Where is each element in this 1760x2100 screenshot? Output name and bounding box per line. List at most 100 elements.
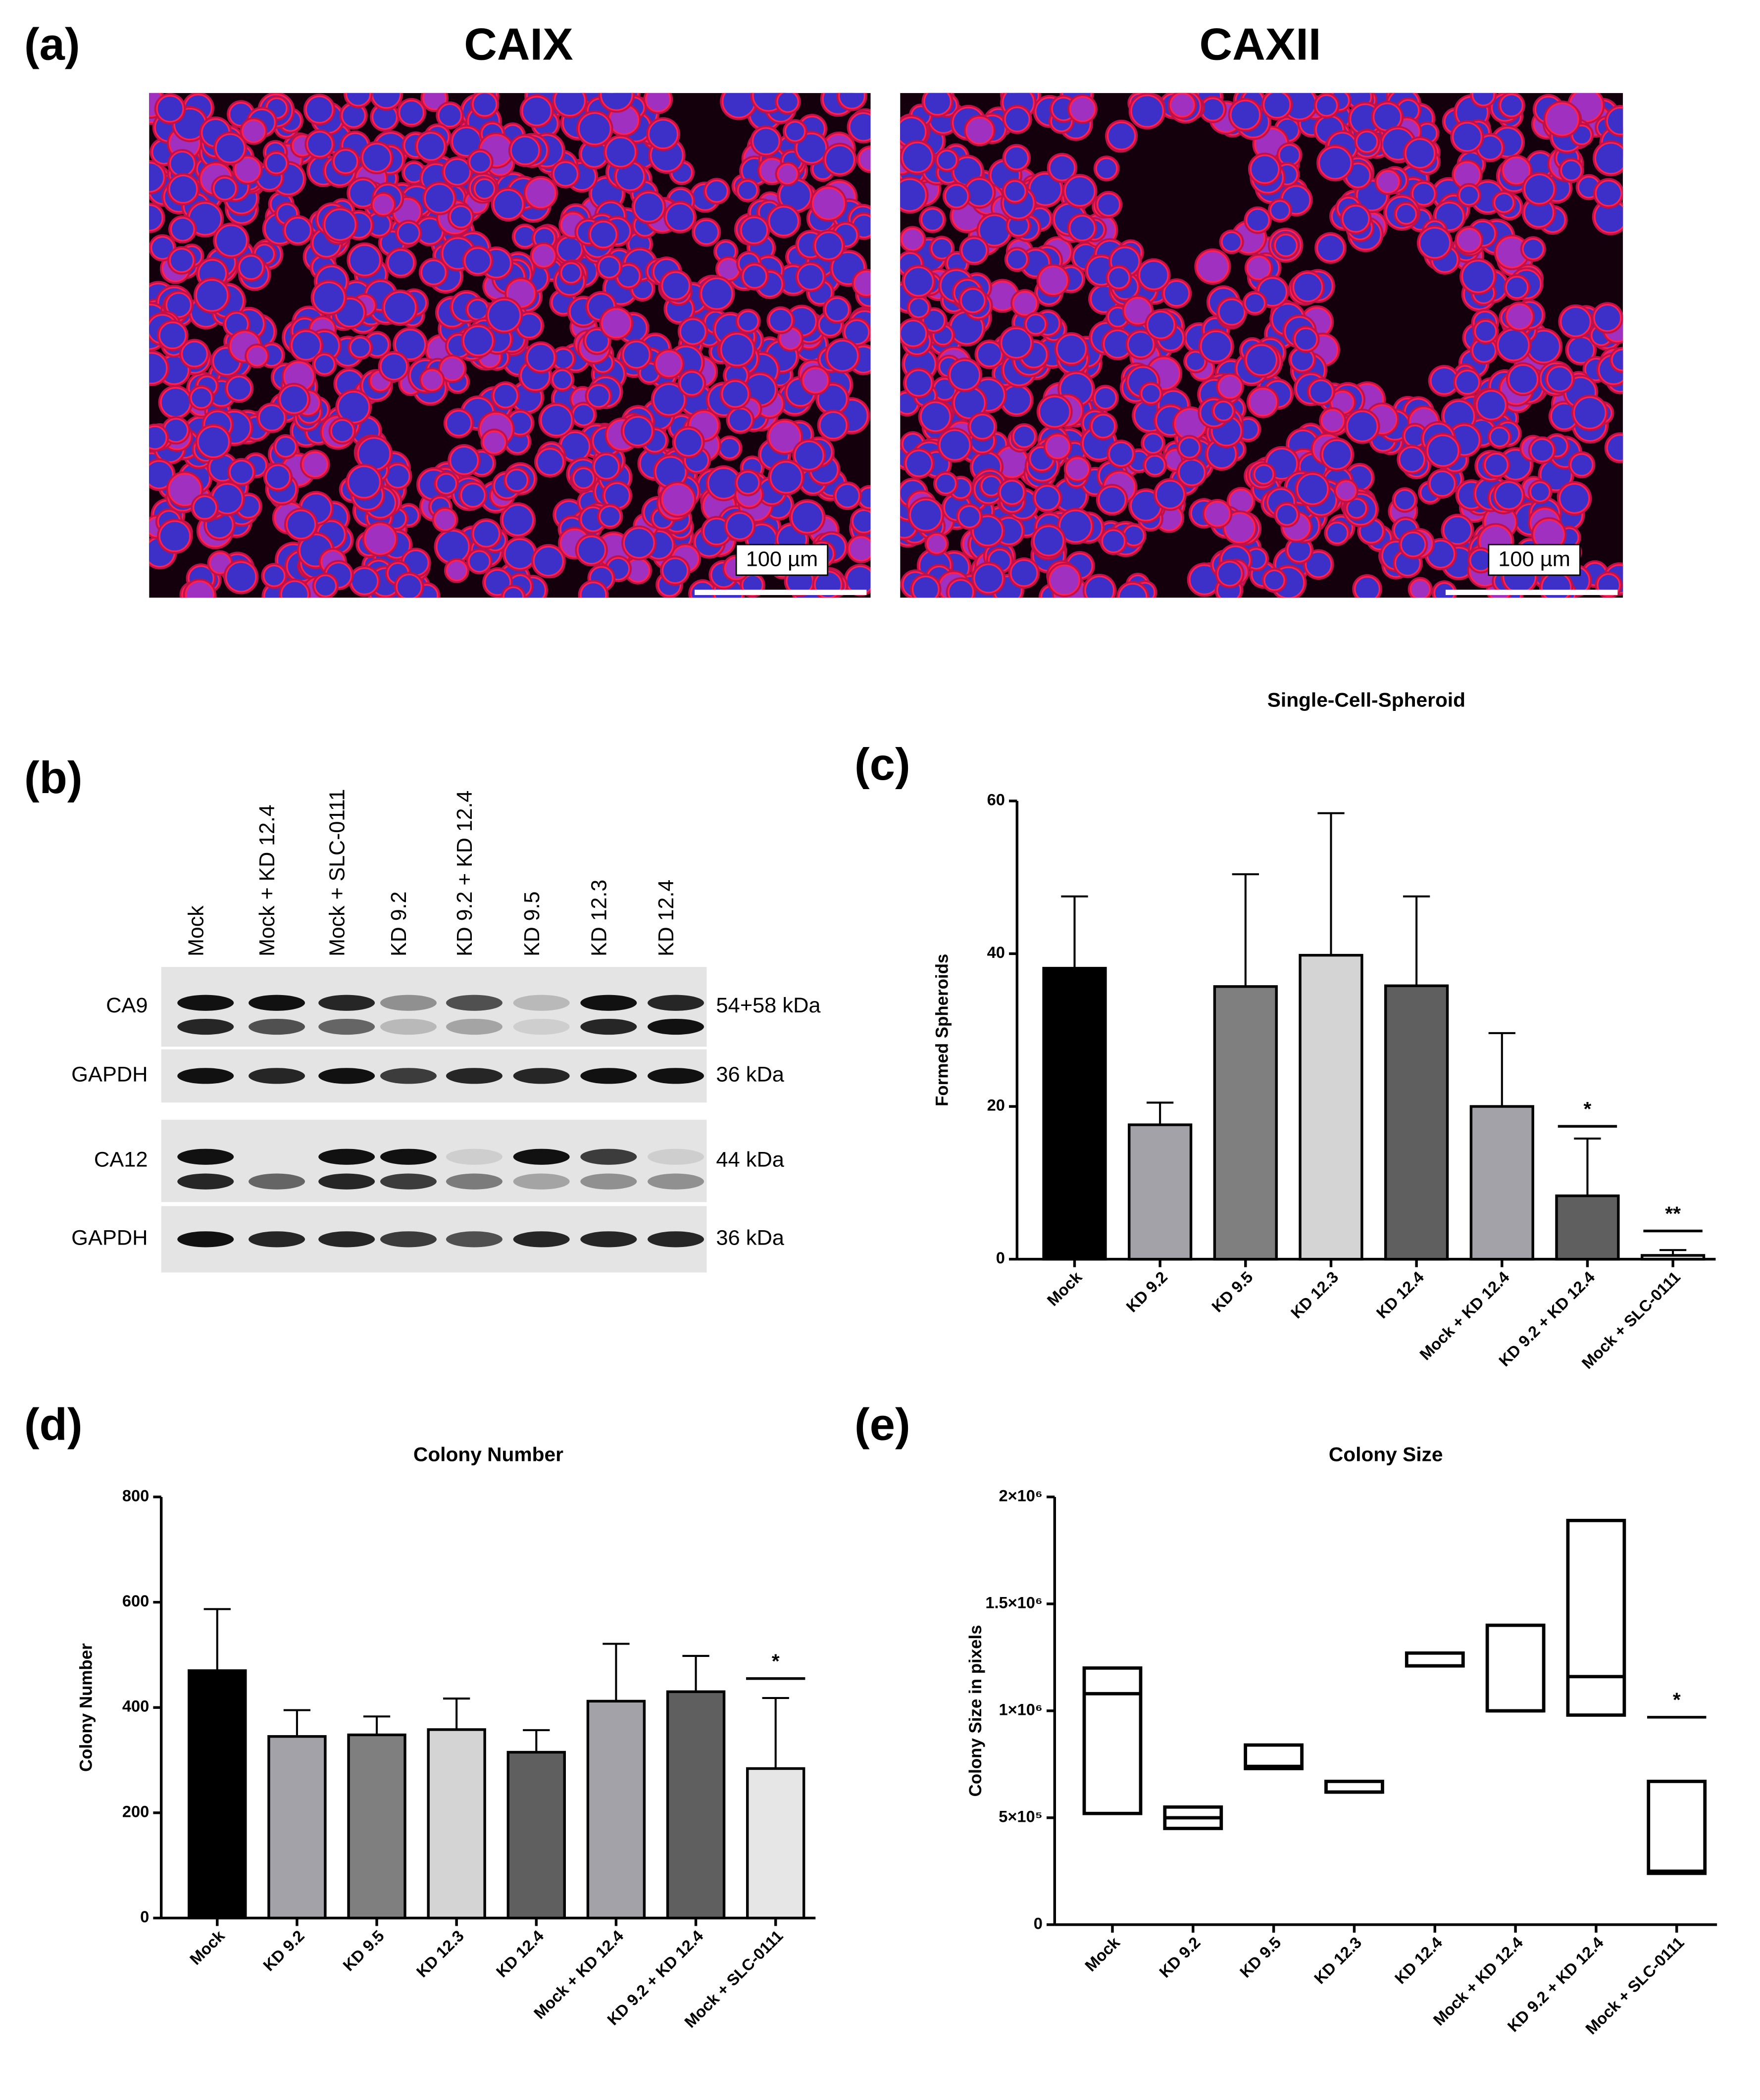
cell (1012, 425, 1036, 448)
cell (1142, 433, 1164, 454)
cell (279, 385, 309, 414)
cell (1230, 100, 1261, 130)
x-tick-label: KD 12.3 (413, 1927, 467, 1981)
cell (265, 464, 291, 490)
cell (1155, 480, 1185, 509)
cell (903, 266, 934, 297)
cell (1108, 441, 1134, 467)
cell (935, 473, 957, 495)
cell (238, 255, 264, 280)
lane-label: KD 12.4 (654, 880, 678, 956)
cell (1529, 481, 1551, 502)
y-tick-label: 5×10⁵ (999, 1808, 1043, 1826)
cell (1455, 370, 1480, 395)
cell (858, 147, 871, 171)
cell (1411, 182, 1436, 206)
panel-label: (c) (855, 739, 910, 789)
blot-band (177, 1018, 234, 1035)
cell (1522, 238, 1544, 260)
blot-band (380, 1231, 437, 1248)
cell (1326, 522, 1349, 545)
cell (905, 450, 933, 477)
bar (347, 1733, 406, 1920)
blot-band (446, 1149, 503, 1165)
cell (1494, 481, 1523, 510)
cell (920, 401, 951, 432)
cell (553, 93, 586, 117)
cell (948, 579, 974, 598)
cell (1130, 94, 1164, 128)
cell (305, 95, 334, 124)
lane-label: KD 12.3 (587, 880, 611, 956)
cell (679, 318, 706, 345)
image-title: CAIX (464, 19, 573, 69)
cell (1216, 561, 1243, 587)
blot-band (648, 1018, 704, 1035)
cell (1263, 569, 1285, 591)
bar (746, 1767, 805, 1920)
cell (1489, 427, 1510, 448)
cell (284, 217, 312, 244)
cell (1494, 192, 1514, 213)
cell (540, 404, 573, 437)
y-tick-label: 1.5×10⁶ (985, 1594, 1042, 1612)
blot-band (318, 995, 375, 1011)
cell (1246, 255, 1271, 280)
cell (693, 219, 719, 245)
blot-band (177, 1173, 234, 1190)
x-tick-label: KD 9.5 (1208, 1268, 1256, 1315)
cell (521, 96, 552, 126)
bar (1128, 1123, 1193, 1261)
cell (1049, 564, 1080, 596)
blot-row-label: GAPDH (71, 1226, 148, 1250)
blot-band (513, 995, 570, 1011)
cell (572, 467, 595, 489)
cell (536, 448, 564, 476)
lane-label: KD 9.2 + KD 12.4 (453, 791, 477, 956)
cell (149, 352, 168, 385)
cell (587, 384, 610, 408)
cell (420, 259, 447, 285)
cell (849, 112, 871, 142)
cell (814, 231, 844, 260)
x-tick-label: KD 9.2 (1123, 1268, 1171, 1315)
blot-band (513, 1231, 570, 1248)
range-bar (1485, 1623, 1546, 1713)
cell (593, 453, 620, 480)
cell (1033, 525, 1064, 556)
cell (1010, 559, 1038, 587)
y-axis-label: Colony Size in pixels (966, 1625, 985, 1797)
cell (600, 93, 633, 111)
y-tick-label: 0 (996, 1249, 1005, 1267)
cell (468, 150, 492, 173)
cell (1178, 437, 1201, 458)
cell (241, 119, 266, 143)
cell (165, 292, 192, 318)
cell (622, 416, 654, 447)
cell (1545, 102, 1579, 136)
cell (1452, 122, 1482, 152)
micrograph (900, 93, 1623, 598)
cell (1594, 142, 1623, 175)
cell (467, 299, 489, 320)
cell (1443, 515, 1472, 545)
cell (1245, 344, 1278, 376)
blot-band (513, 1173, 570, 1190)
image-title: CAXII (1199, 19, 1321, 69)
scale-bar: 100 µm (695, 544, 867, 596)
cell (487, 299, 521, 332)
cell (901, 142, 933, 173)
bar (1299, 953, 1363, 1261)
cell (1169, 93, 1195, 118)
cell (776, 93, 799, 113)
cell (151, 236, 175, 260)
cell (1346, 410, 1378, 442)
cell (961, 237, 988, 264)
cell (197, 425, 230, 458)
blot-band (513, 1149, 570, 1165)
blot-band (249, 1231, 305, 1248)
blot-band (318, 1018, 375, 1035)
cell (350, 567, 379, 595)
significance-label: * (772, 1650, 780, 1672)
cell (215, 133, 246, 163)
